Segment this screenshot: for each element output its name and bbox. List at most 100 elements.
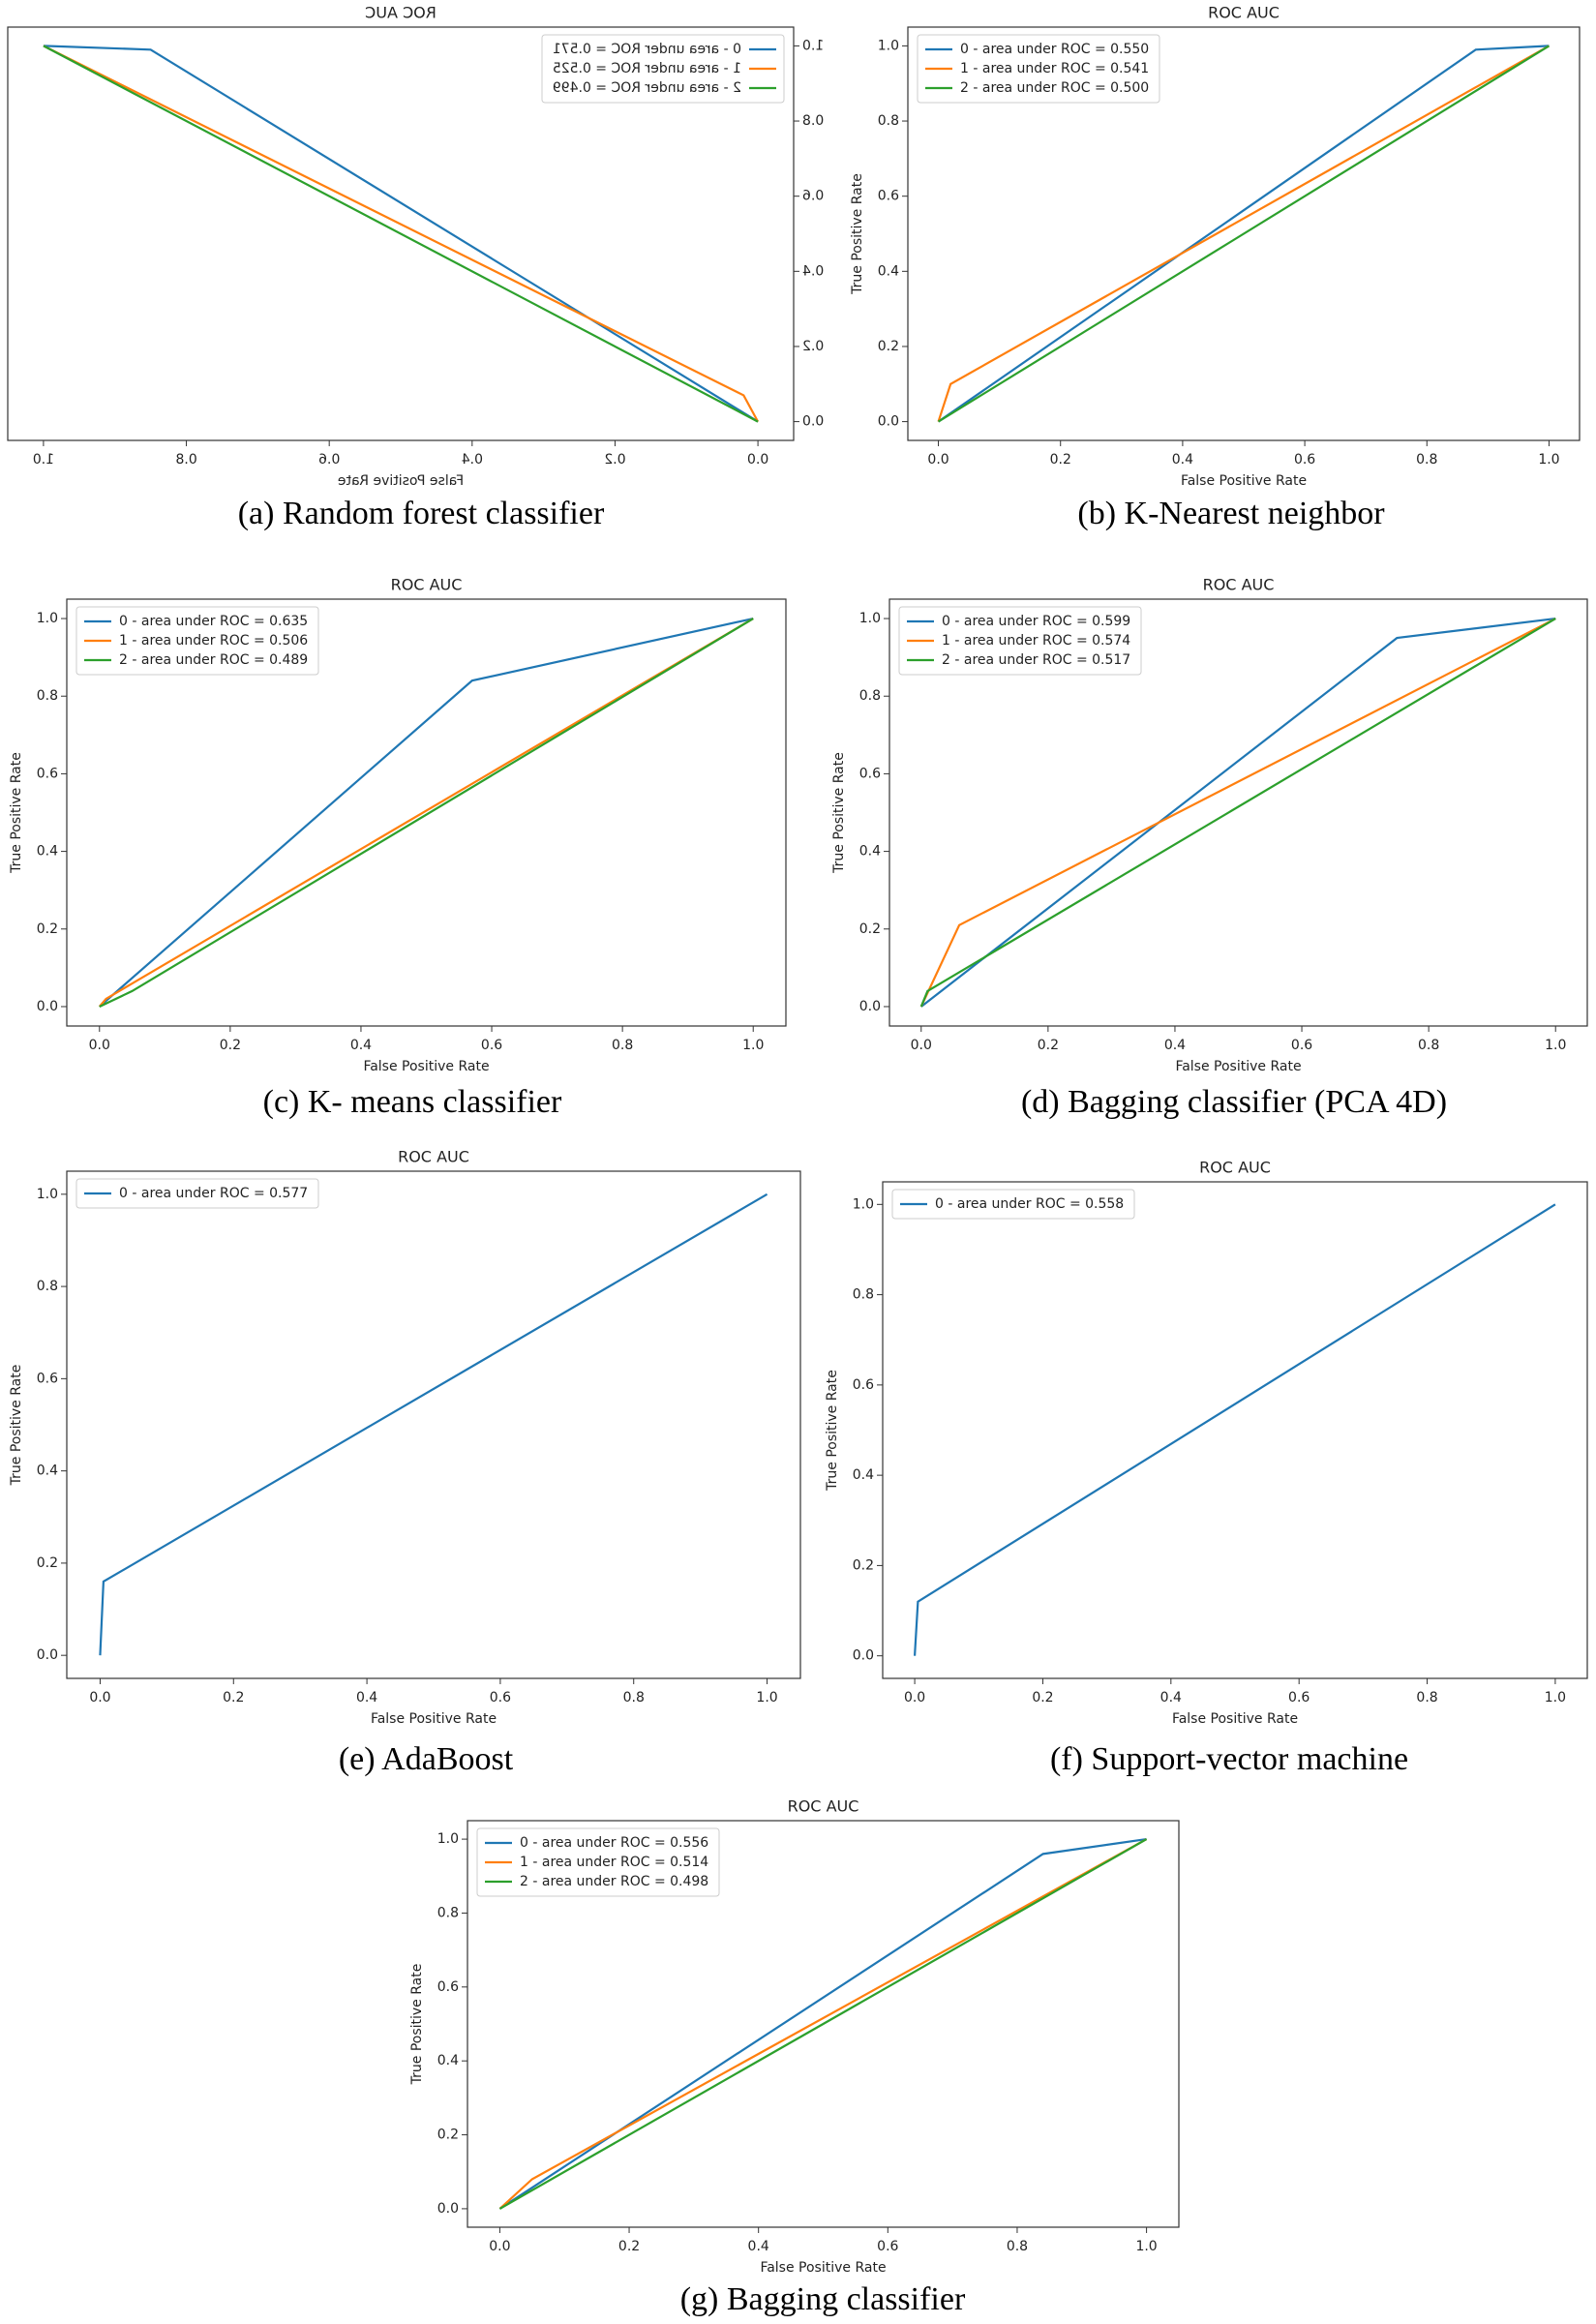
legend: 0 - area under ROC = 0.558 xyxy=(891,1189,1135,1220)
y-tick-label: 0.6 xyxy=(37,1371,58,1386)
y-tick-label: 0.0 xyxy=(878,414,899,430)
y-tick-label: 0.0 xyxy=(859,999,881,1014)
legend-label: 0 - area under ROC = 0.577 xyxy=(119,1186,308,1201)
x-tick-label: 0.6 xyxy=(490,1690,511,1705)
caption: (a) Random forest classifier xyxy=(238,496,605,531)
x-tick-label: 0.4 xyxy=(462,452,483,468)
x-tick-label: 1.0 xyxy=(756,1690,777,1705)
x-axis-label: False Positive Rate xyxy=(760,2260,886,2276)
y-tick-label: 0.0 xyxy=(437,2201,459,2217)
roc-line xyxy=(937,45,1550,422)
x-tick-label: 0.8 xyxy=(1418,1038,1439,1053)
roc-line xyxy=(498,1838,1147,2210)
legend-label: 2 - area under ROC = 0.500 xyxy=(960,80,1149,96)
x-tick-label: 0.4 xyxy=(350,1038,372,1053)
caption: (e) AdaBoost xyxy=(339,1741,514,1777)
legend-box xyxy=(541,34,785,104)
plot: ROC AUC 0.0 0.2 0.4 0.6 0.8 1.0 0.0 0.2 0.4 0.6 0.8… xyxy=(9,576,787,1074)
y-tick-label: 0.2 xyxy=(37,1555,58,1571)
x-axis-label: False Positive Rate xyxy=(363,1059,489,1074)
x-tick-label: 1.0 xyxy=(742,1038,764,1053)
chart-title: ROC AUC xyxy=(788,1797,859,1816)
legend: 0 - area under ROC = 0.577 xyxy=(75,1178,319,1209)
legend: 0 - area under ROC = 0.550 1 - area under… xyxy=(917,34,1160,104)
panel: ROC AUC 0.0 0.2 0.4 0.6 0.8 1.0 0.0 0.2 0.4 0.6 0.8… xyxy=(825,1159,1588,1777)
y-tick-label: 1.0 xyxy=(802,38,824,53)
plot: ROC AUC 0.0 0.2 0.4 0.6 0.8 1.0 0.0 0.2 0.4 0.6 0.8… xyxy=(9,1148,801,1727)
roc-line xyxy=(43,45,759,423)
x-axis-label: False Positive Rate xyxy=(1175,1059,1301,1074)
chart-title: ROC AUC xyxy=(391,576,463,594)
x-tick-label: 0.6 xyxy=(318,452,340,468)
x-tick-label: 0.4 xyxy=(748,2239,769,2254)
x-tick-label: 0.6 xyxy=(1294,452,1315,468)
x-axis-label: False Positive Rate xyxy=(1181,473,1307,489)
y-tick-label: 0.6 xyxy=(802,189,824,204)
y-tick-label: 0.6 xyxy=(37,766,58,781)
x-tick-label: 0.4 xyxy=(1160,1690,1182,1705)
y-tick-label: 0.2 xyxy=(437,2128,459,2143)
legend-label: 1 - area under ROC = 0.541 xyxy=(960,61,1149,76)
legend-label: 2 - area under ROC = 0.499 xyxy=(553,80,741,96)
y-tick-label: 0.8 xyxy=(853,1287,874,1303)
x-tick-label: 0.2 xyxy=(220,1038,241,1053)
roc-line xyxy=(43,45,760,423)
roc-line xyxy=(498,1838,1148,2210)
chart-title: ROC AUC xyxy=(1208,4,1280,22)
panel: ROC AUC 0.0 0.2 0.4 0.6 0.8 1.0 0.0 0.2 0.4 0.6 0.8… xyxy=(850,4,1581,531)
legend: 0 - area under ROC = 0.571 1 - area under… xyxy=(541,34,785,104)
y-axis-label: True Positive Rate xyxy=(825,1370,840,1492)
x-tick-label: 0.4 xyxy=(356,1690,377,1705)
legend: 0 - area under ROC = 0.599 1 - area under… xyxy=(898,606,1142,676)
x-axis-label: False Positive Rate xyxy=(338,473,464,489)
y-tick-label: 0.0 xyxy=(853,1648,874,1664)
y-tick-label: 0.4 xyxy=(37,844,58,860)
y-tick-label: 0.8 xyxy=(437,1905,459,1920)
x-tick-label: 1.0 xyxy=(1545,1690,1566,1705)
x-tick-label: 0.2 xyxy=(1032,1690,1053,1705)
x-tick-label: 0.2 xyxy=(604,452,625,468)
roc-line xyxy=(98,618,754,1008)
y-tick-label: 0.0 xyxy=(37,999,58,1014)
x-tick-label: 0.2 xyxy=(618,2239,640,2254)
legend: 0 - area under ROC = 0.556 1 - area under… xyxy=(476,1827,720,1897)
x-tick-label: 0.8 xyxy=(623,1690,645,1705)
y-axis-label: True Positive Rate xyxy=(831,752,847,874)
legend-label: 2 - area under ROC = 0.489 xyxy=(119,652,308,668)
y-tick-label: 0.4 xyxy=(859,844,881,860)
legend-box xyxy=(898,606,1142,676)
roc-line xyxy=(99,617,754,1008)
legend-label: 1 - area under ROC = 0.506 xyxy=(119,633,308,649)
y-tick-label: 0.4 xyxy=(37,1464,58,1479)
x-tick-label: 0.6 xyxy=(877,2239,898,2254)
panel: ROC AUC 0.0 0.2 0.4 0.6 0.8 1.0 0.0 0.2 0.4 0.6 0.8… xyxy=(9,1148,801,1777)
roc-line xyxy=(99,618,754,1008)
y-tick-label: 1.0 xyxy=(878,38,899,53)
y-tick-label: 0.0 xyxy=(37,1647,58,1663)
plot: ROC AUC 0.0 0.2 0.4 0.6 0.8 1.0 0.0 0.2 0.4 0.6 0.8… xyxy=(850,4,1581,489)
legend-box xyxy=(891,1189,1135,1220)
legend-label: 1 - area under ROC = 0.514 xyxy=(520,1855,708,1870)
y-axis-label: True Positive Rate xyxy=(850,173,865,295)
x-tick-label: 1.0 xyxy=(1538,452,1559,468)
roc-line xyxy=(913,1203,1556,1656)
panel: ROC AUC 0.0 0.2 0.4 0.6 0.8 1.0 0.0 0.2 0.4 0.6 0.8… xyxy=(409,1797,1180,2317)
x-axis-label: False Positive Rate xyxy=(371,1711,497,1727)
y-tick-label: 0.2 xyxy=(802,339,824,354)
y-tick-label: 0.2 xyxy=(37,921,58,937)
x-tick-label: 1.0 xyxy=(1545,1038,1566,1053)
legend-box xyxy=(75,606,319,676)
legend-label: 0 - area under ROC = 0.550 xyxy=(960,42,1149,57)
y-tick-label: 1.0 xyxy=(853,1196,874,1212)
x-tick-label: 0.4 xyxy=(1172,452,1193,468)
x-tick-label: 0.8 xyxy=(1416,452,1437,468)
y-tick-label: 0.8 xyxy=(802,113,824,129)
legend-label: 2 - area under ROC = 0.498 xyxy=(520,1874,708,1889)
legend-label: 0 - area under ROC = 0.558 xyxy=(935,1196,1124,1212)
plot: ROC AUC 0.0 0.2 0.4 0.6 0.8 1.0 0.0 0.2 0.4 0.6 0.8… xyxy=(825,1159,1588,1727)
x-tick-label: 0.8 xyxy=(612,1038,633,1053)
y-tick-label: 0.2 xyxy=(853,1557,874,1573)
panel: ROC AUC 0.0 0.2 0.4 0.6 0.8 1.0 0.0 0.2 0.4 0.6 0.8… xyxy=(9,576,787,1120)
caption: (c) K- means classifier xyxy=(263,1084,562,1120)
y-tick-label: 1.0 xyxy=(37,611,58,626)
